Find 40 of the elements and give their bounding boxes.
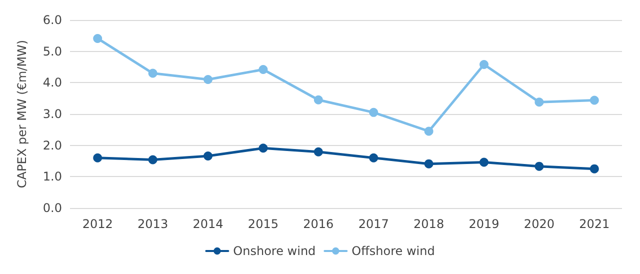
point bbox=[258, 65, 268, 74]
legend-label: Offshore wind bbox=[352, 244, 435, 258]
point bbox=[314, 95, 323, 104]
point bbox=[480, 60, 488, 69]
point bbox=[148, 155, 158, 164]
point bbox=[314, 147, 323, 156]
y-tick-label: 4.0 bbox=[42, 76, 62, 90]
x-tick-label: 2021 bbox=[579, 217, 610, 231]
point bbox=[204, 151, 212, 160]
point bbox=[93, 34, 102, 43]
x-tick-label: 2015 bbox=[248, 217, 278, 231]
x-tick-label: 2012 bbox=[82, 217, 113, 231]
x-tick-label: 2020 bbox=[524, 217, 554, 231]
point bbox=[534, 162, 544, 171]
point bbox=[93, 153, 102, 162]
point bbox=[424, 159, 434, 168]
y-tick-label: 2.0 bbox=[42, 138, 62, 152]
point bbox=[369, 108, 378, 117]
point bbox=[590, 96, 599, 105]
y-tick-label: 5.0 bbox=[42, 44, 62, 58]
point bbox=[148, 68, 158, 78]
y-tick-label: 0.0 bbox=[42, 201, 62, 215]
x-tick-label: 2014 bbox=[192, 217, 224, 231]
legend-label: Onshore wind bbox=[233, 244, 316, 258]
point bbox=[369, 153, 378, 162]
point bbox=[258, 144, 268, 153]
x-tick-label: 2018 bbox=[414, 217, 444, 231]
x-tick-label: 2017 bbox=[358, 217, 389, 231]
y-tick-label: 6.0 bbox=[42, 13, 62, 27]
x-tick-label: 2016 bbox=[303, 217, 334, 231]
point bbox=[534, 98, 544, 107]
y-axis-title: CAPEX per MW (€m/MW) bbox=[15, 40, 29, 188]
point bbox=[480, 158, 488, 167]
y-tick-label: 3.0 bbox=[42, 107, 62, 121]
x-tick-label: 2019 bbox=[468, 217, 500, 231]
point bbox=[424, 126, 434, 136]
point bbox=[204, 75, 212, 84]
point bbox=[590, 164, 599, 174]
x-tick-label: 2013 bbox=[138, 217, 168, 231]
y-tick-label: 1.0 bbox=[42, 170, 62, 184]
